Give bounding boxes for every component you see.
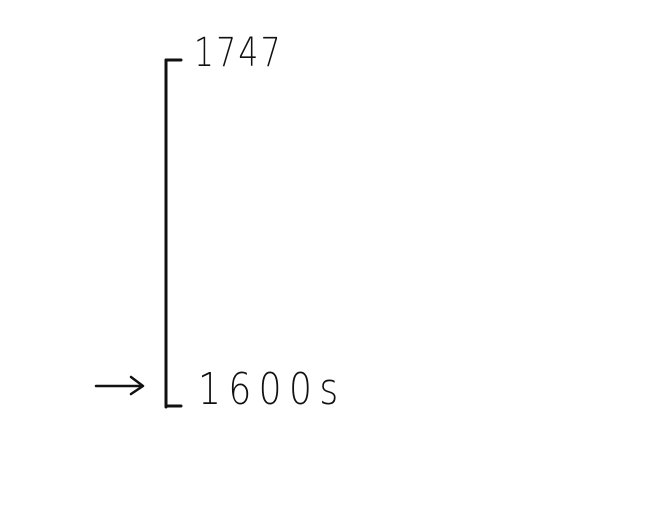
right-arrow-icon <box>94 375 145 396</box>
top-year-label: 1747 <box>194 30 283 76</box>
bottom-year-label: 1600s <box>198 364 346 415</box>
